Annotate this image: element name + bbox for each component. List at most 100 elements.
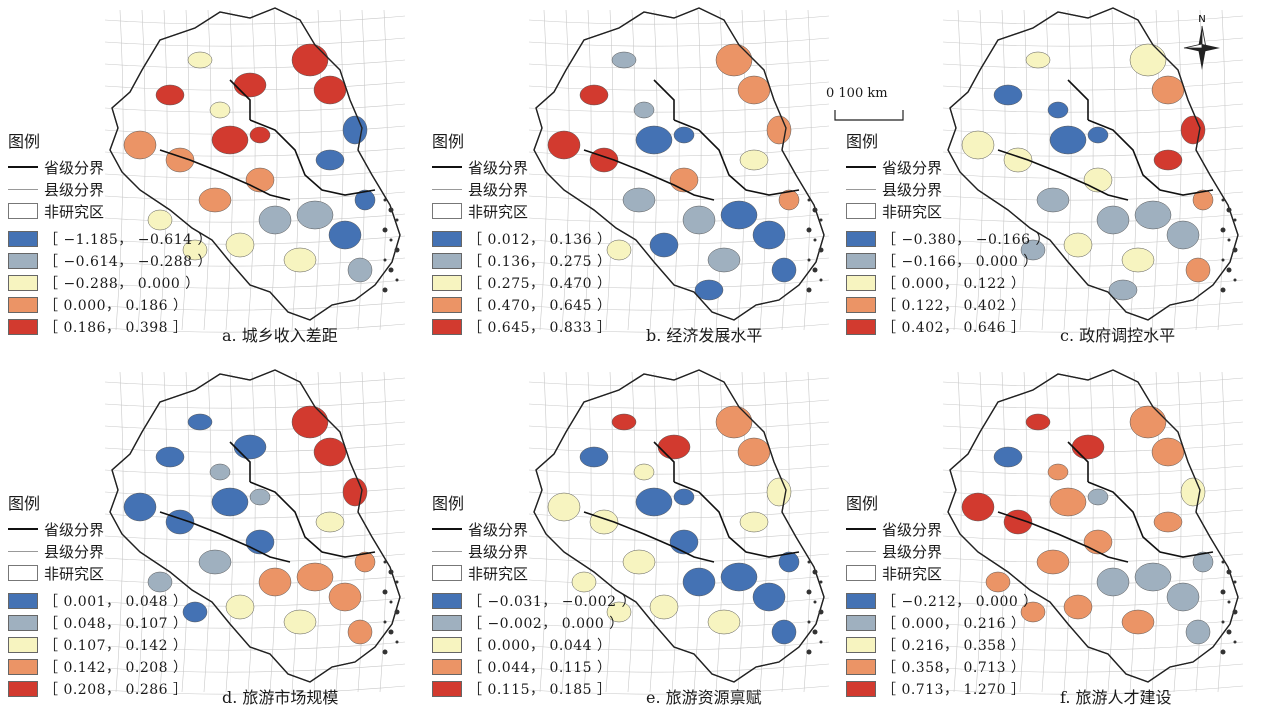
legend-class-row: ［ 0.216， 0.358 ） [846, 634, 1066, 656]
county-boundary-line [104, 641, 406, 651]
county-patch [296, 562, 334, 592]
county-boundary-line [942, 279, 1244, 289]
county-boundary-line [104, 663, 406, 673]
legend-range-label: ［ 0.208， 0.286 ］ [44, 682, 188, 698]
county-patch [182, 601, 208, 623]
non-study-area-legend-symbol [8, 203, 38, 219]
legend-classes: ［ −0.212， 0.000 ） ［ 0.000， 0.216 ） ［ 0.216… [846, 590, 1066, 700]
legend-e: 图例 省级分界 县级分界 非研究区 ［ −0.031， −0.002 ） ［ −0.002… [432, 490, 652, 700]
county-patch [315, 149, 345, 171]
county-boundary-line [528, 15, 830, 25]
non-study-area-legend: 非研究区 [8, 562, 228, 584]
legend-range-label: ［ 0.470， 0.645 ） [468, 298, 612, 314]
non-study-area-legend: 非研究区 [846, 562, 1066, 584]
panel-caption: e. 旅游资源禀赋 [646, 688, 762, 707]
county-patch [1096, 205, 1130, 235]
county-boundary-line [528, 421, 830, 431]
province-boundary-legend: 省级分界 [846, 518, 1066, 540]
panel-caption: c. 政府调控水平 [1060, 326, 1176, 345]
county-patch [147, 209, 173, 231]
county-patch [209, 463, 231, 481]
legend-class-row: ［ 0.000， 0.216 ） [846, 612, 1066, 634]
island-mark [819, 218, 823, 222]
legend-swatch [846, 319, 876, 335]
legend-swatch [846, 615, 876, 631]
county-patch [649, 594, 679, 620]
county-boundary-line [528, 399, 830, 409]
island-mark [382, 287, 388, 293]
province-boundary-line [1087, 119, 1214, 196]
province-boundary-legend: 省级分界 [8, 156, 228, 178]
county-patch [657, 434, 691, 460]
island-mark [394, 247, 400, 253]
legend-range-label: ［ −0.031， −0.002 ） [468, 594, 636, 610]
county-patch [673, 126, 695, 144]
legend-title: 图例 [432, 132, 465, 151]
county-boundary-line [759, 9, 768, 331]
county-patch [673, 488, 695, 506]
legend-swatch [8, 681, 38, 697]
county-boundary-line [104, 279, 406, 289]
county-boundary-line [1063, 9, 1072, 331]
legend-a: 图例 省级分界 县级分界 非研究区 ［ −1.185， −0.614 ） ［ −0.614… [8, 128, 228, 338]
legend-swatch [846, 637, 876, 653]
county-boundary-line [269, 371, 278, 693]
county-boundary-legend: 县级分界 [846, 178, 1066, 200]
county-patch [245, 167, 275, 193]
province-boundary-legend-symbol [8, 166, 38, 168]
county-boundary-legend-label: 县级分界 [44, 180, 105, 199]
county-patch [611, 413, 637, 431]
county-boundary-line [997, 9, 1006, 331]
legend-classes: ［ −0.031， −0.002 ） ［ −0.002， 0.000 ） ［ 0.0… [432, 590, 652, 700]
county-patch [1025, 51, 1051, 69]
county-patch [354, 551, 376, 573]
county-patch [155, 84, 185, 106]
county-patch [635, 487, 673, 517]
county-patch [1049, 125, 1087, 155]
legend-swatch [432, 637, 462, 653]
non-study-area-legend-label: 非研究区 [468, 564, 529, 583]
county-patch [211, 487, 249, 517]
county-boundary-line [942, 685, 1244, 695]
province-boundary-legend-label: 省级分界 [44, 520, 105, 539]
legend-class-row: ［ 0.044， 0.115 ） [432, 656, 652, 678]
county-boundary-line [1107, 371, 1116, 693]
island-mark [388, 569, 394, 575]
county-patch [283, 609, 317, 635]
county-boundary-legend-label: 县级分界 [468, 180, 529, 199]
choropleth-map-a [104, 7, 406, 333]
island-mark [1233, 278, 1237, 282]
county-boundary-line [104, 37, 406, 47]
legend-range-label: ［ 0.275， 0.470 ） [468, 276, 612, 292]
legend-range-label: ［ −0.380， −0.166 ） [882, 232, 1050, 248]
county-patch [258, 567, 292, 597]
county-boundary-line [1217, 371, 1226, 693]
island-mark [806, 287, 812, 293]
legend-swatch [846, 593, 876, 609]
province-boundary-line [1067, 441, 1089, 482]
map-panel-e: 图例 省级分界 县级分界 非研究区 ［ −0.031， −0.002 ） ［ −0.002… [424, 362, 836, 710]
county-patch [291, 43, 329, 77]
county-patch [1049, 487, 1087, 517]
island-mark [806, 227, 812, 233]
county-boundary-line [528, 641, 830, 651]
county-boundary-legend-label: 县级分界 [882, 542, 943, 561]
county-patch [1151, 75, 1185, 105]
province-boundary-legend: 省级分界 [8, 518, 228, 540]
legend-class-row: ［ 0.001， 0.048 ） [8, 590, 228, 612]
province-boundary-line [1067, 79, 1089, 120]
county-boundary-line [528, 685, 830, 695]
north-arrow-icon: N [1183, 14, 1220, 70]
legend-class-row: ［ −0.614， −0.288 ） [8, 250, 228, 272]
county-boundary-legend-label: 县级分界 [882, 180, 943, 199]
non-study-area-legend-label: 非研究区 [44, 564, 105, 583]
legend-range-label: ［ 0.142， 0.208 ） [44, 660, 188, 676]
county-boundary-line [225, 371, 234, 693]
county-boundary-line [528, 465, 830, 475]
county-patch [296, 200, 334, 230]
legend-class-row: ［ 0.000， 0.044 ） [432, 634, 652, 656]
legend-title: 图例 [8, 132, 41, 151]
map-panel-d: 图例 省级分界 县级分界 非研究区 ［ 0.001， 0.048 ） ［ 0.048， 0… [0, 362, 412, 710]
legend-class-row: ［ 0.142， 0.208 ） [8, 656, 228, 678]
county-boundary-legend: 县级分界 [8, 540, 228, 562]
